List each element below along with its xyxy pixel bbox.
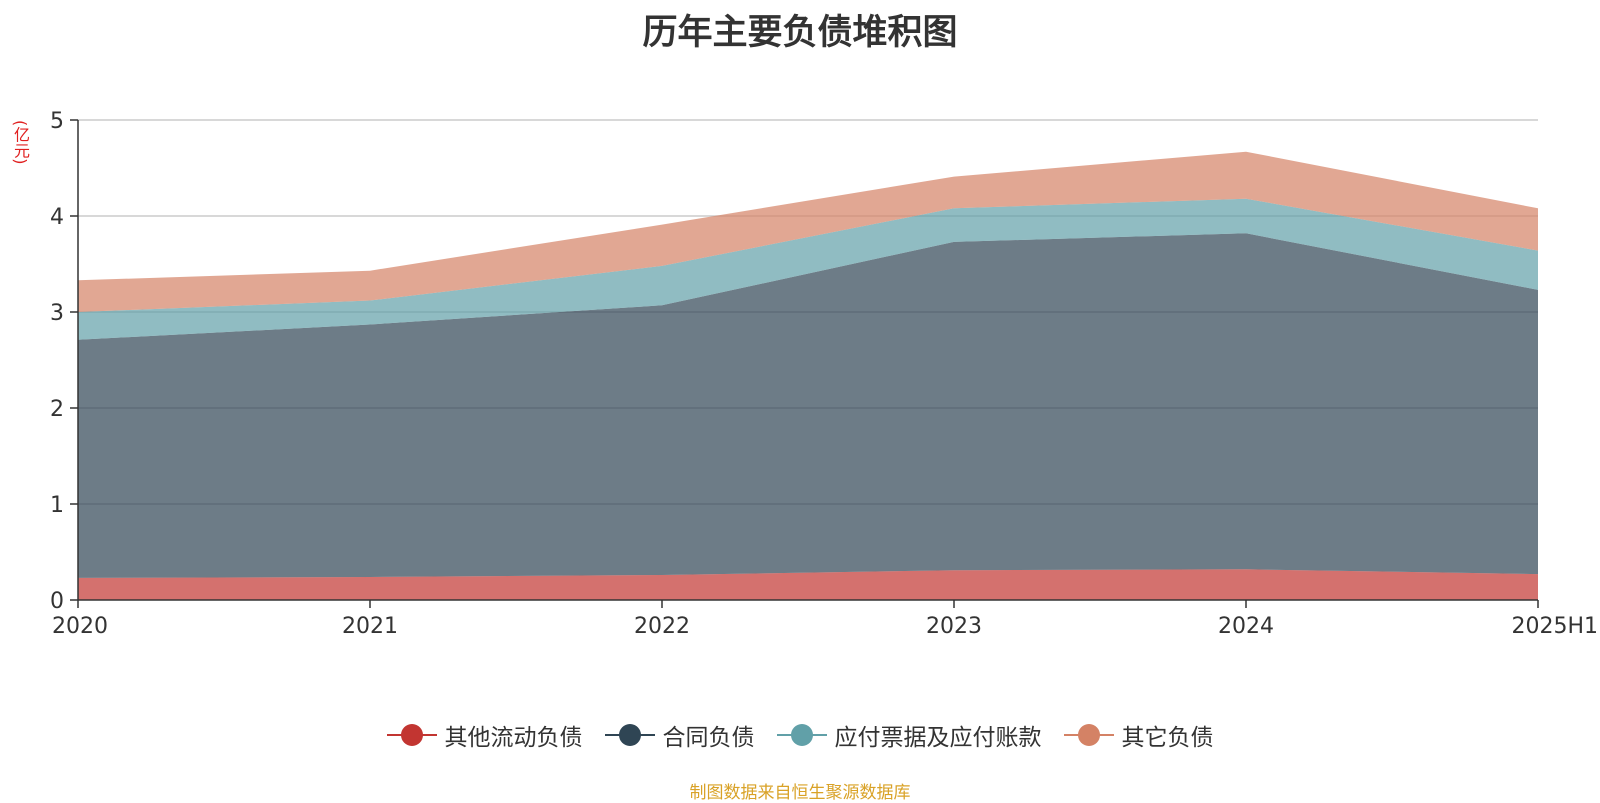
legend-marker-icon [604, 723, 655, 747]
x-tick-label-2021: 2021 [342, 614, 398, 639]
y-tick-label-3: 3 [50, 301, 64, 326]
area-series [78, 151, 1538, 600]
y-tick-label-1: 1 [50, 493, 64, 518]
area-series-2 [78, 198, 1538, 340]
data-source-note: 制图数据来自恒生聚源数据库 [689, 783, 911, 803]
legend: 其他流动负债 合同负债 应付票据及应付账款 其它负债 [0, 718, 1600, 752]
y-tick-label-2: 2 [50, 397, 64, 422]
legend-label: 合同负债 [662, 725, 755, 751]
legend-marker-icon [776, 723, 827, 747]
axes [70, 119, 1539, 608]
legend-marker-icon [1063, 723, 1114, 747]
y-tick-label-0: 0 [50, 589, 64, 614]
legend-label: 其它负债 [1121, 725, 1214, 751]
chart-title: 历年主要负债堆积图 [642, 13, 958, 53]
x-tick-label-2020: 2020 [52, 614, 108, 639]
legend-marker-icon [386, 723, 437, 747]
x-tick-label-2025H1: 2025H1 [1511, 614, 1598, 639]
area-series-0 [78, 569, 1538, 600]
tick-labels: 0 1 2 3 4 5 2020 2021 2022 2023 2024 2025H1 [50, 109, 1598, 639]
legend-item-0[interactable]: 其他流动负债 [386, 718, 583, 752]
legend-item-2[interactable]: 应付票据及应付账款 [776, 718, 1042, 752]
legend-label: 其他流动负债 [444, 725, 583, 751]
legend-label: 应付票据及应付账款 [834, 725, 1042, 751]
area-series-3 [78, 151, 1538, 312]
y-tick-label-5: 5 [50, 109, 64, 134]
legend-item-3[interactable]: 其它负债 [1063, 718, 1214, 752]
x-tick-label-2023: 2023 [926, 614, 982, 639]
legend-item-1[interactable]: 合同负债 [604, 718, 755, 752]
x-tick-label-2022: 2022 [634, 614, 690, 639]
y-axis-unit-label: (亿元) [11, 120, 30, 165]
x-tick-label-2024: 2024 [1218, 614, 1274, 639]
y-tick-label-4: 4 [50, 205, 64, 230]
area-series-1 [78, 233, 1538, 578]
